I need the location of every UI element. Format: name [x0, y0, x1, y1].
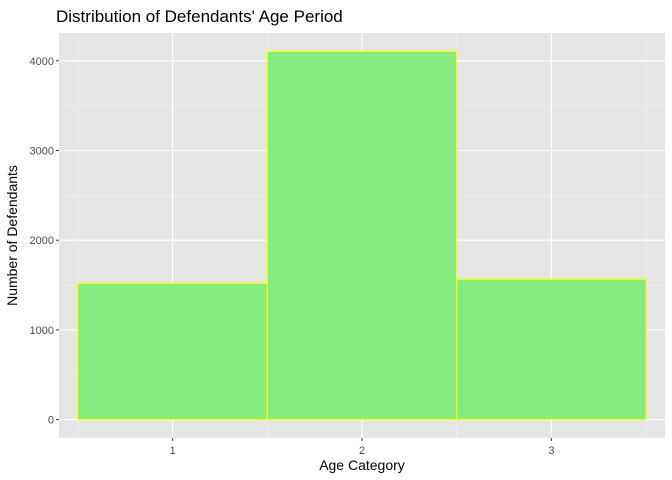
x-axis-ticks: 1 2 3: [170, 438, 554, 457]
bars: [77, 50, 647, 421]
y-axis-title: Number of Defendants: [4, 165, 20, 306]
x-tick-label: 1: [170, 445, 176, 457]
x-tick-label: 3: [548, 445, 554, 457]
y-axis-ticks: 0 1000 2000 3000 4000: [30, 56, 59, 427]
y-tick-label: 4000: [30, 56, 54, 68]
x-axis-title: Age Category: [319, 457, 405, 473]
y-tick-label: 0: [48, 415, 54, 427]
y-tick-label: 2000: [30, 235, 54, 247]
bar-category-2: [266, 50, 458, 421]
y-tick-label: 1000: [30, 325, 54, 337]
x-tick-label: 2: [359, 445, 365, 457]
bar-category-3: [456, 278, 647, 421]
chart-title: Distribution of Defendants' Age Period: [56, 7, 343, 26]
y-tick-label: 3000: [30, 146, 54, 158]
bar-category-1: [77, 282, 268, 421]
